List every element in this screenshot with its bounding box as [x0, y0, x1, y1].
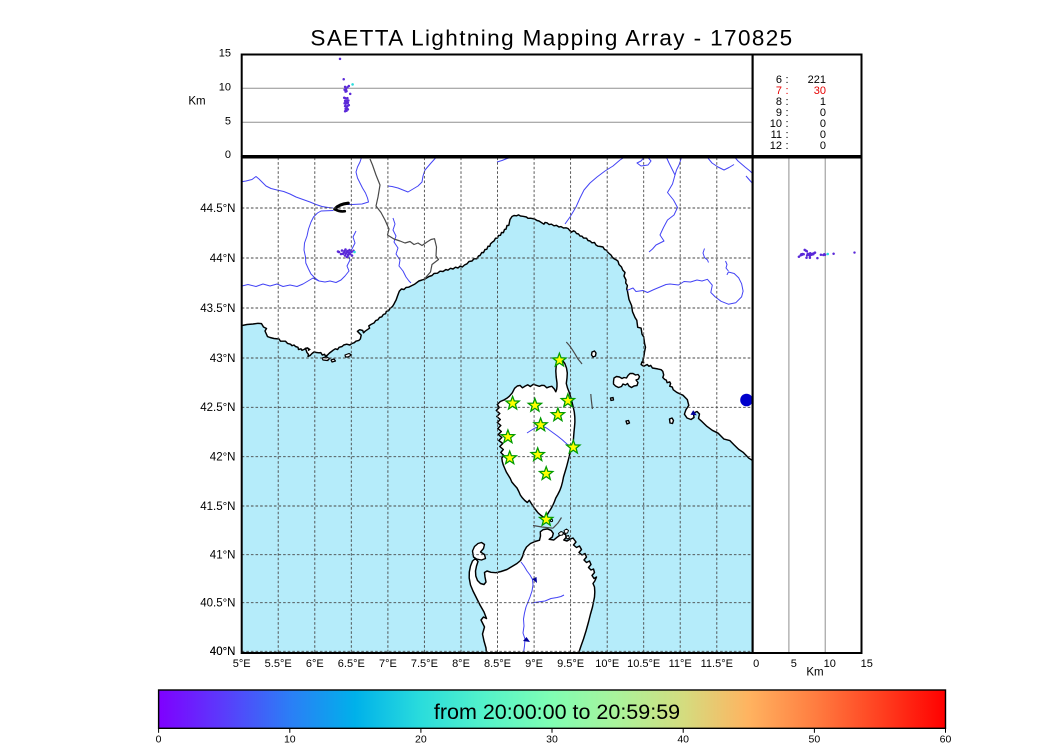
svg-text:20: 20	[415, 734, 427, 746]
svg-text:50: 50	[809, 734, 821, 746]
svg-text:1: 1	[820, 96, 826, 108]
svg-text:41.5°N: 41.5°N	[200, 501, 235, 513]
svg-text:10: 10	[770, 118, 782, 130]
svg-text::: :	[785, 85, 788, 97]
svg-text:6: 6	[776, 74, 782, 86]
svg-text:Km: Km	[806, 667, 823, 679]
svg-text:42.5°N: 42.5°N	[200, 402, 235, 414]
svg-text:44.5°N: 44.5°N	[200, 203, 235, 215]
svg-text:10: 10	[824, 658, 836, 670]
svg-text:SAETTA Lightning Mapping Array: SAETTA Lightning Mapping Array - 170825	[310, 25, 793, 50]
svg-text:10: 10	[284, 734, 296, 746]
svg-text::: :	[785, 96, 788, 108]
svg-text:8°E: 8°E	[452, 658, 470, 670]
svg-text:10°E: 10°E	[595, 658, 619, 670]
svg-text:0: 0	[156, 734, 162, 746]
svg-text::: :	[785, 107, 788, 119]
svg-text:5: 5	[791, 658, 797, 670]
svg-text:Km: Km	[188, 96, 205, 108]
svg-text:40.5°N: 40.5°N	[200, 598, 235, 610]
svg-text:11: 11	[771, 129, 782, 141]
svg-text:9°E: 9°E	[525, 658, 543, 670]
svg-text:30: 30	[546, 734, 558, 746]
svg-text:7: 7	[776, 85, 782, 97]
svg-text:44°N: 44°N	[210, 253, 236, 265]
svg-text:6.5°E: 6.5°E	[338, 658, 365, 670]
svg-text:5.5°E: 5.5°E	[265, 658, 292, 670]
svg-text:9: 9	[776, 107, 782, 119]
svg-text:43°N: 43°N	[210, 353, 236, 365]
svg-text:11°E: 11°E	[669, 658, 692, 670]
svg-text:0: 0	[225, 149, 231, 161]
svg-text::: :	[785, 129, 788, 141]
svg-text:40°N: 40°N	[210, 646, 236, 658]
svg-text:0: 0	[820, 107, 826, 119]
svg-text:8: 8	[776, 96, 782, 108]
svg-text:from 20:00:00 to 20:59:59: from 20:00:00 to 20:59:59	[434, 700, 680, 724]
svg-text:41°N: 41°N	[210, 550, 236, 562]
svg-text:11.5°E: 11.5°E	[701, 658, 733, 670]
svg-text:6°E: 6°E	[306, 658, 324, 670]
svg-text:221: 221	[808, 74, 826, 86]
svg-text:40°N: 40°N	[210, 646, 236, 658]
svg-text::: :	[785, 118, 788, 130]
svg-text:12: 12	[770, 140, 782, 152]
svg-text:0: 0	[820, 140, 826, 152]
svg-text:10.5°E: 10.5°E	[627, 658, 660, 670]
svg-text:8.5°E: 8.5°E	[484, 658, 511, 670]
svg-text:5°E: 5°E	[233, 658, 251, 670]
svg-text:15: 15	[219, 48, 231, 60]
svg-text:5: 5	[225, 115, 231, 127]
svg-text:10: 10	[219, 82, 231, 94]
svg-text::: :	[785, 74, 788, 86]
svg-text:0: 0	[753, 658, 759, 670]
svg-text:0: 0	[820, 129, 826, 141]
svg-text:30: 30	[814, 85, 826, 97]
svg-text:40: 40	[677, 734, 689, 746]
svg-text:9.5°E: 9.5°E	[557, 658, 584, 670]
svg-text:15: 15	[861, 658, 873, 670]
svg-text:60: 60	[940, 734, 952, 746]
svg-text:7.5°E: 7.5°E	[411, 658, 438, 670]
svg-text:7°E: 7°E	[379, 658, 397, 670]
svg-text:42°N: 42°N	[210, 452, 236, 464]
svg-text:0: 0	[820, 118, 826, 130]
svg-text:43.5°N: 43.5°N	[200, 303, 235, 315]
svg-text::: :	[785, 140, 788, 152]
